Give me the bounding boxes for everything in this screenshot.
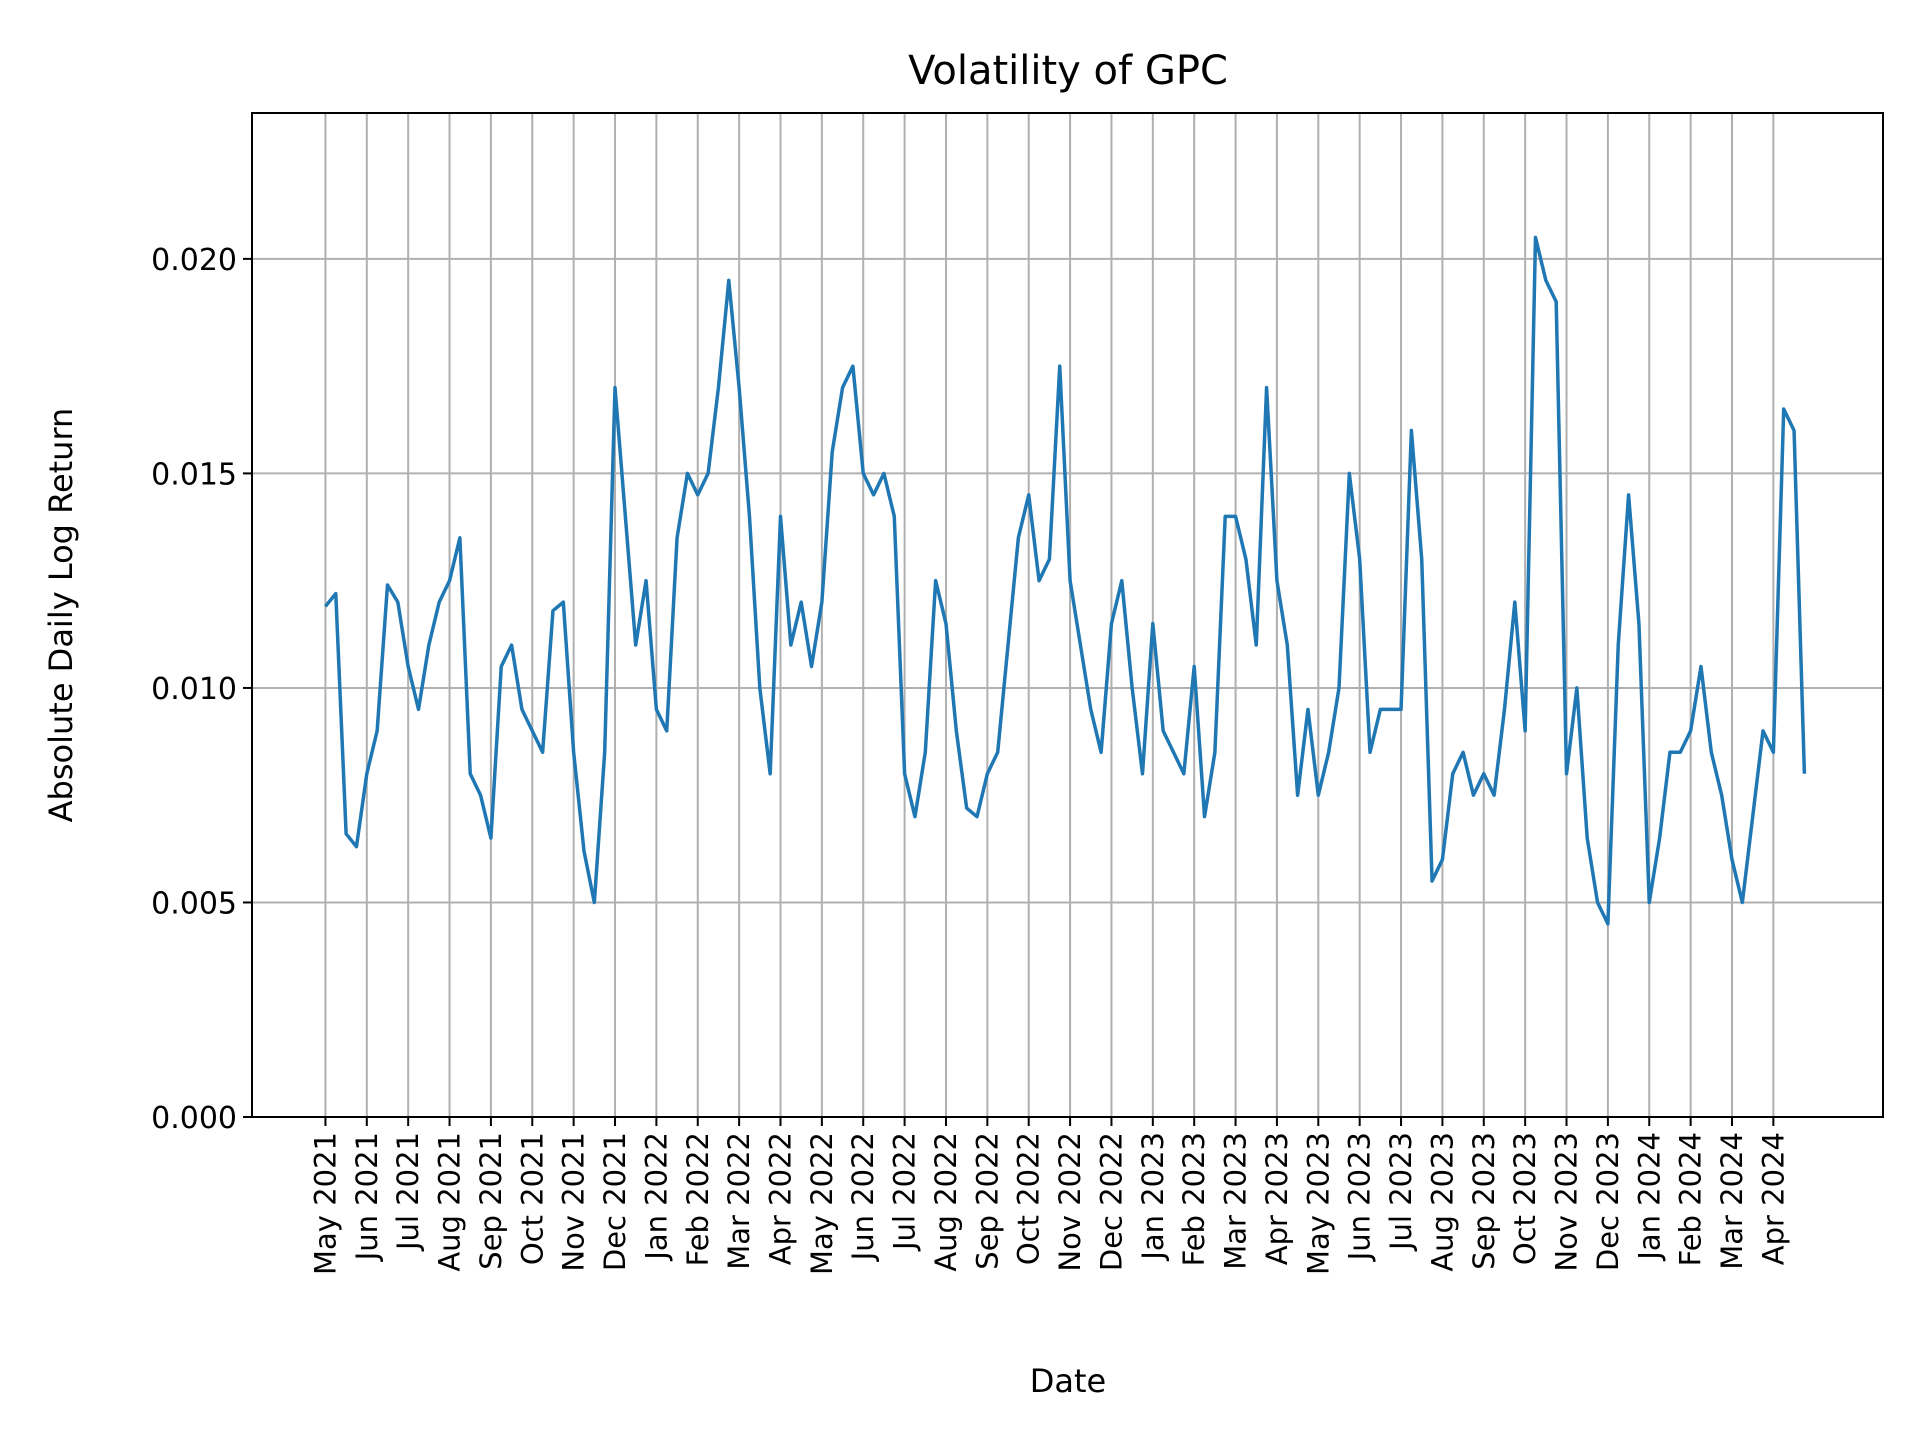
x-tick-label: Aug 2021: [433, 1132, 467, 1272]
x-tick-label: Jul 2022: [888, 1132, 922, 1252]
x-tick-label: Sep 2021: [474, 1132, 508, 1270]
x-tick-label: Sep 2023: [1467, 1132, 1501, 1270]
x-tick-label: Feb 2022: [681, 1132, 715, 1266]
x-tick-label: Nov 2023: [1550, 1132, 1584, 1272]
x-tick-label: Mar 2022: [722, 1132, 756, 1270]
x-tick-label: Jan 2023: [1136, 1132, 1170, 1262]
x-tick-label: Nov 2021: [557, 1132, 591, 1272]
plot-frame: [251, 112, 1884, 1118]
x-tick-label: Oct 2023: [1508, 1132, 1542, 1265]
x-tick-label: Mar 2024: [1715, 1132, 1749, 1270]
x-tick-label: Sep 2022: [970, 1132, 1004, 1270]
x-tick-label: Jan 2022: [639, 1132, 673, 1262]
y-tick-label: 0.015: [151, 457, 237, 492]
x-tick-label: May 2022: [805, 1132, 839, 1275]
x-tick-label: Dec 2021: [598, 1132, 632, 1271]
x-tick-label: Jan 2024: [1632, 1132, 1666, 1262]
x-tick-label: Aug 2023: [1425, 1132, 1459, 1272]
x-tick-label: Dec 2022: [1094, 1132, 1128, 1271]
x-tick-label: Jun 2022: [846, 1132, 880, 1262]
x-tick-label: Feb 2023: [1177, 1132, 1211, 1266]
x-tick-label: Jul 2023: [1384, 1132, 1418, 1252]
x-tick-label: Jun 2021: [350, 1132, 384, 1262]
x-tick-label: Nov 2022: [1053, 1132, 1087, 1272]
x-tick-label: May 2021: [308, 1132, 342, 1275]
y-tick-label: 0.010: [151, 672, 237, 707]
x-tick-label: Oct 2022: [1012, 1132, 1046, 1265]
x-tick-label: Feb 2024: [1674, 1132, 1708, 1266]
x-tick-label: Oct 2021: [515, 1132, 549, 1265]
x-tick-label: Jun 2023: [1343, 1132, 1377, 1262]
y-tick-label: 0.000: [151, 1101, 237, 1136]
x-tick-label: Dec 2023: [1591, 1132, 1625, 1271]
x-tick-label: Apr 2023: [1260, 1132, 1294, 1265]
x-tick-label: Apr 2022: [763, 1132, 797, 1265]
y-tick-label: 0.005: [151, 886, 237, 921]
y-tick-label: 0.020: [151, 243, 237, 278]
x-tick-label: Apr 2024: [1756, 1132, 1790, 1265]
x-tick-label: Aug 2022: [929, 1132, 963, 1272]
x-tick-label: Mar 2023: [1219, 1132, 1253, 1270]
x-axis-label: Date: [1030, 1362, 1106, 1400]
x-tick-label: Jul 2021: [391, 1132, 425, 1252]
y-axis-label: Absolute Daily Log Return: [42, 408, 80, 823]
data-line: [324, 235, 1807, 926]
chart-title: Volatility of GPC: [908, 48, 1228, 94]
x-tick-label: May 2023: [1301, 1132, 1335, 1275]
